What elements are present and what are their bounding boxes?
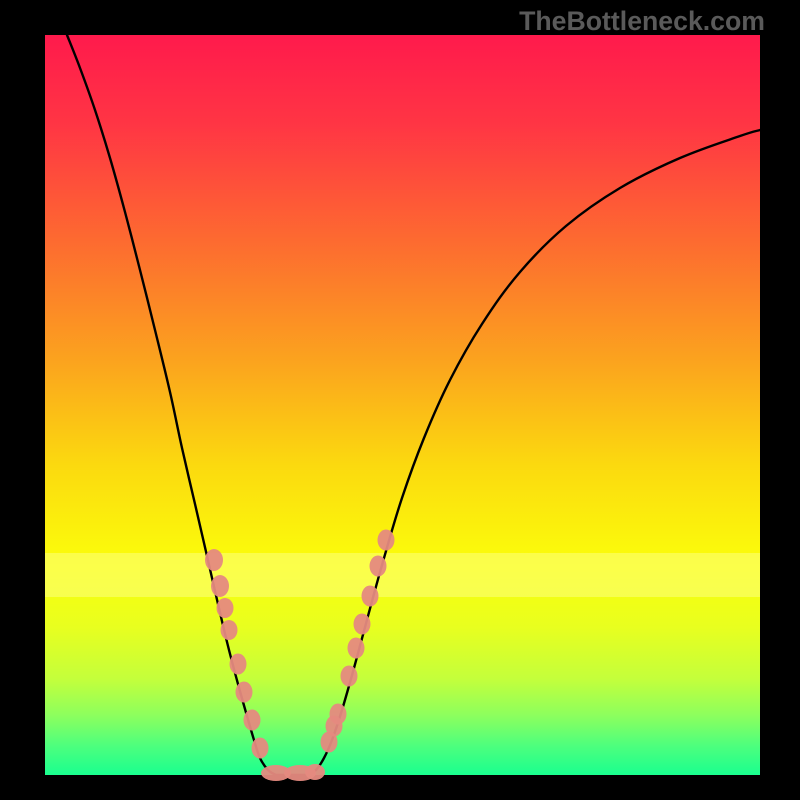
data-marker xyxy=(230,654,247,675)
data-marker xyxy=(217,598,234,618)
canvas: TheBottleneck.com xyxy=(0,0,800,800)
data-marker xyxy=(205,549,223,571)
data-marker xyxy=(341,666,358,687)
data-marker xyxy=(252,738,269,759)
curve-right-branch xyxy=(308,130,760,775)
data-marker xyxy=(244,710,261,731)
data-marker xyxy=(211,575,229,597)
chart-svg xyxy=(0,0,800,800)
data-marker xyxy=(305,764,325,780)
data-marker xyxy=(221,620,238,640)
data-marker xyxy=(354,614,371,635)
data-marker xyxy=(362,586,379,607)
data-marker xyxy=(348,638,365,659)
data-marker xyxy=(326,716,343,737)
watermark-text: TheBottleneck.com xyxy=(519,6,765,37)
data-marker xyxy=(378,530,395,551)
data-marker xyxy=(370,556,387,577)
curve-left-branch xyxy=(67,35,308,775)
data-marker xyxy=(236,682,253,703)
